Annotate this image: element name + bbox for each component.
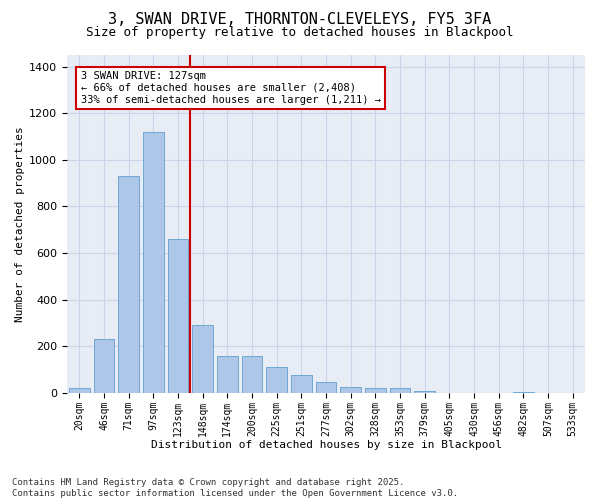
Bar: [69, 388, 90, 393]
Bar: [340, 387, 361, 393]
Bar: [242, 356, 262, 393]
Text: Size of property relative to detached houses in Blackpool: Size of property relative to detached ho…: [86, 26, 514, 39]
X-axis label: Distribution of detached houses by size in Blackpool: Distribution of detached houses by size …: [151, 440, 502, 450]
Text: 3, SWAN DRIVE, THORNTON-CLEVELEYS, FY5 3FA: 3, SWAN DRIVE, THORNTON-CLEVELEYS, FY5 3…: [109, 12, 491, 28]
Bar: [94, 340, 115, 393]
Bar: [291, 376, 312, 393]
Bar: [167, 239, 188, 393]
Bar: [414, 390, 435, 393]
Bar: [143, 132, 164, 393]
Bar: [365, 388, 386, 393]
Bar: [389, 388, 410, 393]
Text: 3 SWAN DRIVE: 127sqm
← 66% of detached houses are smaller (2,408)
33% of semi-de: 3 SWAN DRIVE: 127sqm ← 66% of detached h…: [80, 72, 380, 104]
Bar: [192, 326, 213, 393]
Bar: [266, 368, 287, 393]
Bar: [217, 356, 238, 393]
Bar: [513, 392, 534, 393]
Bar: [118, 176, 139, 393]
Y-axis label: Number of detached properties: Number of detached properties: [15, 126, 25, 322]
Bar: [316, 382, 337, 393]
Text: Contains HM Land Registry data © Crown copyright and database right 2025.
Contai: Contains HM Land Registry data © Crown c…: [12, 478, 458, 498]
